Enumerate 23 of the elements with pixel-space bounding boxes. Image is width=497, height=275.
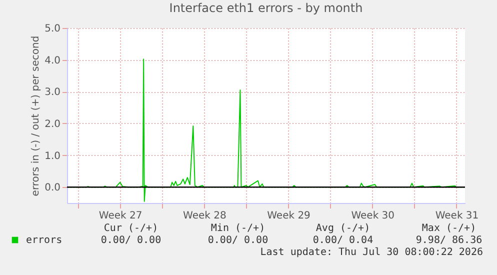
- y-tick-label: 0.0: [44, 182, 60, 194]
- text: 0.00/ 0.00: [100, 235, 162, 246]
- x-tick-label: Week 28: [183, 210, 226, 222]
- text: 0.00/ 0.04: [312, 235, 374, 246]
- x-tick-label: Week 31: [435, 210, 479, 222]
- y-tick-label: 4.0: [44, 55, 60, 66]
- x-tick-label: Week 30: [351, 210, 395, 222]
- y-tick-label: 2.0: [44, 118, 60, 130]
- text: 0.00/ 0.00: [208, 235, 268, 246]
- text: Last update: Thu Jul 30 08:00:22 2026: [260, 247, 483, 258]
- text: Min (-/+): [210, 223, 266, 234]
- legend-label: errors: [26, 235, 62, 246]
- y-tick-label: 5.0: [44, 24, 60, 34]
- y-axis-title: errors in (-) / out (+) per second: [30, 36, 42, 196]
- x-tick-label: Week 27: [98, 210, 142, 222]
- x-tick-label: Week 29: [267, 210, 310, 222]
- y-tick-label: 3.0: [44, 87, 60, 98]
- text: Cur (-/+): [104, 223, 158, 234]
- y-tick-label: 1.0: [44, 150, 60, 162]
- text: Max (-/+): [422, 223, 476, 234]
- text: Avg (-/+): [316, 223, 370, 234]
- chart-title: Interface eth1 errors - by month: [169, 1, 363, 15]
- text: 9.98/ 86.36: [416, 235, 482, 246]
